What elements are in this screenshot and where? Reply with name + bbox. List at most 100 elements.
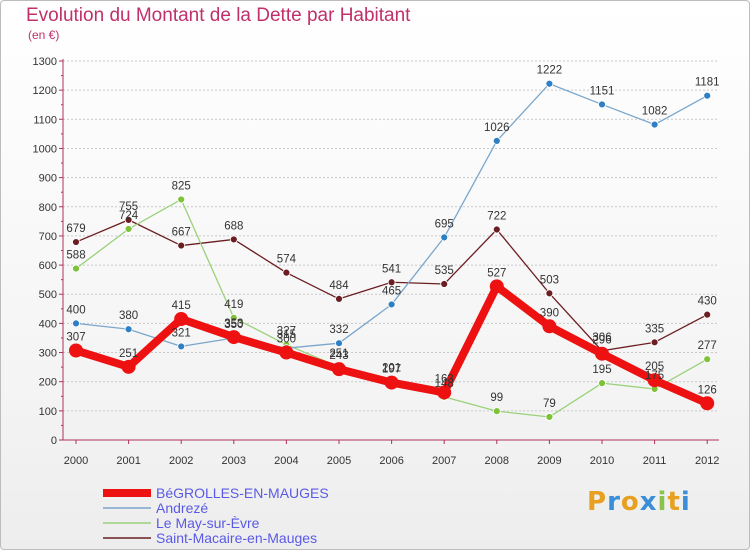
data-label: 353: [224, 318, 243, 330]
data-label: 205: [645, 361, 664, 373]
y-tick-label: 600: [39, 260, 57, 272]
data-point: [177, 342, 186, 351]
data-point: [335, 339, 343, 348]
data-point: [440, 233, 449, 242]
data-label: 484: [329, 280, 349, 292]
data-label: 277: [698, 340, 717, 352]
data-point: [387, 300, 396, 309]
data-label: 527: [487, 267, 506, 279]
data-label: 126: [698, 384, 717, 396]
data-point: [440, 280, 449, 288]
logo-letter: i: [680, 487, 691, 517]
data-label: 722: [487, 211, 506, 223]
y-tick-label: 400: [39, 318, 57, 330]
axes: 0 100 200 300 400 500 600 700 800 900 1000 1100 1200…: [33, 56, 720, 467]
data-label: 321: [172, 327, 191, 339]
data-point: [492, 136, 501, 145]
data-label: 695: [435, 218, 454, 230]
y-tick-label: 1300: [33, 56, 57, 68]
data-label: 350: [224, 319, 243, 331]
logo-letter: r: [607, 487, 621, 517]
data-label: 148: [435, 378, 454, 390]
data-point: [177, 195, 186, 204]
data-point: [279, 345, 294, 360]
chart-title: Evolution du Montant de la Dette par Hab…: [26, 5, 411, 26]
data-label: 380: [119, 310, 138, 322]
data-point: [335, 294, 343, 303]
data-label: 296: [592, 335, 611, 347]
legend-label: BéGROLLES-EN-MAUGES: [156, 485, 329, 501]
y-tick-label: 700: [39, 231, 57, 243]
data-point: [650, 120, 659, 129]
data-point: [703, 355, 712, 364]
data-label: 1026: [484, 122, 510, 134]
data-label: 195: [592, 364, 611, 376]
data-label: 400: [66, 304, 85, 316]
y-tick-label: 1000: [33, 143, 57, 155]
logo-letter: x: [639, 487, 658, 517]
logo-letter: t: [667, 487, 681, 517]
data-label: 307: [66, 331, 85, 343]
data-label: 588: [66, 250, 85, 262]
legend-label: Andrezé: [156, 500, 208, 516]
data-point: [700, 396, 715, 411]
y-tick-label: 900: [39, 173, 57, 185]
y-tick-label: 0: [51, 435, 57, 447]
y-tick-label: 100: [39, 406, 57, 418]
x-tick-label: 2005: [327, 455, 351, 467]
data-point: [703, 310, 712, 319]
x-tick-label: 2004: [274, 455, 298, 467]
legend-label: Le May-sur-Èvre: [156, 515, 260, 531]
proxiti-logo: Proxiti: [587, 487, 691, 517]
data-point: [650, 338, 659, 347]
data-label: 332: [329, 324, 348, 336]
data-point: [121, 359, 136, 374]
data-point: [72, 238, 80, 246]
data-point: [282, 268, 291, 277]
legend-label: Saint-Macaire-en-Mauges: [156, 530, 317, 546]
chart-unit-label: (en €): [28, 28, 60, 42]
data-point: [124, 215, 133, 224]
data-point: [72, 264, 80, 273]
data-point: [387, 278, 396, 287]
data-label: 197: [382, 364, 401, 376]
data-point: [72, 319, 80, 328]
data-label: 430: [698, 296, 717, 308]
data-label: 541: [382, 263, 401, 275]
x-tick-label: 2003: [222, 455, 246, 467]
x-tick-label: 2006: [379, 455, 403, 467]
data-point: [598, 379, 606, 388]
x-tick-label: 2008: [485, 455, 509, 467]
x-tick-label: 2011: [643, 455, 667, 467]
data-label: 667: [172, 227, 191, 239]
data-label: 688: [224, 220, 243, 232]
y-tick-label: 800: [39, 202, 57, 214]
data-label: 99: [490, 392, 503, 404]
data-label: 79: [543, 398, 556, 410]
data-point: [174, 312, 189, 327]
data-labels: 679 755 667 688 574 484 541 535 722 503 306 335 430 5…: [66, 65, 719, 410]
data-point: [384, 375, 399, 390]
data-point: [229, 235, 238, 244]
data-label: 327: [277, 326, 296, 338]
data-point: [124, 225, 133, 233]
data-point: [598, 100, 606, 109]
data-label: 1181: [695, 77, 720, 89]
data-point: [542, 319, 557, 334]
data-point: [489, 279, 504, 294]
data-point: [545, 79, 554, 88]
data-label: 503: [540, 274, 559, 286]
data-point: [647, 373, 662, 388]
data-label: 300: [277, 334, 296, 346]
data-point: [229, 313, 238, 322]
data-label: 201: [382, 362, 401, 374]
y-tick-label: 1200: [33, 85, 57, 97]
data-point: [177, 241, 186, 250]
x-tick-label: 2009: [537, 455, 561, 467]
data-label: 175: [645, 370, 664, 382]
data-label: 390: [540, 307, 559, 319]
data-label: 465: [382, 285, 401, 297]
data-point: [703, 91, 712, 100]
